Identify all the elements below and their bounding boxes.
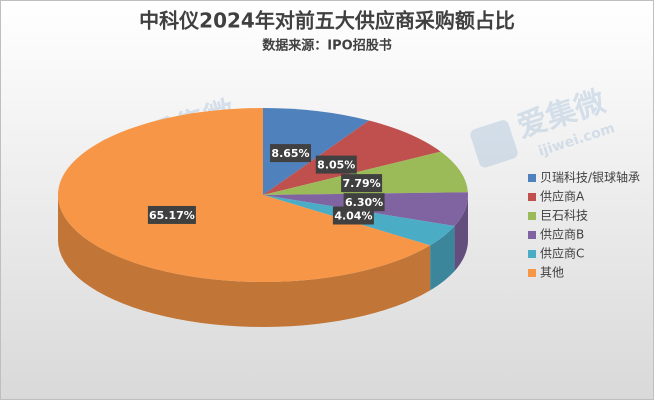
legend-label: 供应商C	[540, 246, 584, 261]
data-label-box	[341, 174, 383, 193]
pie-labels: 8.65% 8.05% 7.79% 6.30%4.04% 65.17%	[147, 144, 385, 225]
legend-label: 供应商A	[540, 189, 585, 204]
pie-slices	[58, 108, 468, 282]
data-label-box	[315, 155, 357, 174]
legend-swatch	[528, 193, 536, 201]
legend-label: 供应商B	[540, 227, 584, 242]
slice	[263, 151, 468, 195]
watermark-logo	[470, 120, 518, 168]
legend-label: 其他	[540, 266, 564, 280]
legend-swatch	[528, 250, 536, 258]
slice-side	[454, 195, 468, 271]
legend-swatch	[528, 231, 536, 239]
data-label: 4.04%	[334, 209, 372, 222]
data-label: 65.17%	[149, 209, 195, 222]
slice	[263, 108, 370, 195]
chart-subtitle: 数据来源：IPO招股书	[262, 38, 391, 54]
data-label: 7.79%	[343, 177, 381, 190]
slice-side	[430, 225, 455, 291]
data-label-box	[147, 205, 196, 224]
data-label-box	[270, 144, 312, 163]
legend-label: 贝瑞科技/银球轴承	[540, 170, 640, 185]
chart-title: 中科仪2024年对前五大供应商采购额占比	[139, 9, 515, 33]
pie-sides	[58, 195, 468, 327]
data-label-box	[332, 206, 374, 225]
legend-swatch	[528, 174, 536, 182]
data-label: 8.05%	[317, 159, 355, 172]
legend-swatch	[528, 269, 536, 277]
slice-side	[58, 195, 431, 327]
slice	[58, 108, 431, 282]
data-label: 6.30%	[345, 196, 383, 209]
legend-swatch	[528, 212, 536, 220]
data-label: 8.65%	[271, 147, 309, 160]
legend-label: 巨石科技	[540, 209, 588, 223]
